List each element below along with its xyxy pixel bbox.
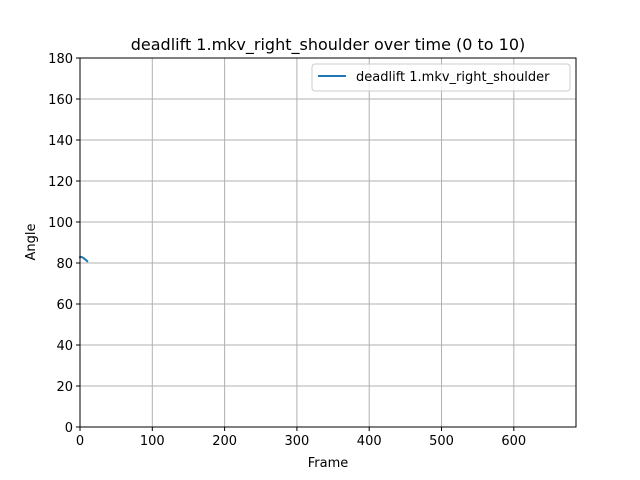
y-tick-label: 100	[48, 216, 73, 231]
chart-title: deadlift 1.mkv_right_shoulder over time …	[131, 35, 526, 55]
x-tick-label: 200	[212, 434, 237, 449]
y-tick-label: 160	[48, 93, 73, 108]
y-tick-label: 20	[56, 380, 73, 395]
x-tick-label: 600	[501, 434, 526, 449]
y-axis-label: Angle	[24, 224, 39, 261]
x-tick-label: 500	[429, 434, 454, 449]
y-tick-label: 40	[56, 339, 73, 354]
y-tick-label: 0	[65, 421, 73, 436]
x-tick-label: 0	[76, 434, 84, 449]
x-tick-label: 100	[140, 434, 165, 449]
y-tick-label: 60	[56, 298, 73, 313]
series-line	[78, 256, 89, 263]
legend-box	[311, 63, 571, 92]
y-tick-label: 140	[48, 134, 73, 149]
x-axis-label: Frame	[308, 456, 349, 471]
y-tick-label: 120	[48, 175, 73, 190]
series-layer	[78, 256, 89, 263]
legend: deadlift 1.mkv_right_shoulder	[311, 63, 571, 92]
x-axis: 0 100 200 300 400 500 600	[76, 427, 526, 449]
plot-frame	[79, 57, 577, 428]
y-tick-label: 180	[48, 52, 73, 67]
legend-label: deadlift 1.mkv_right_shoulder	[356, 70, 550, 85]
y-tick-label: 80	[56, 257, 73, 272]
x-tick-label: 400	[357, 434, 382, 449]
x-tick-label: 300	[284, 434, 309, 449]
y-axis: 0 20 40 60 80 100 120 140 160 180	[48, 52, 80, 436]
